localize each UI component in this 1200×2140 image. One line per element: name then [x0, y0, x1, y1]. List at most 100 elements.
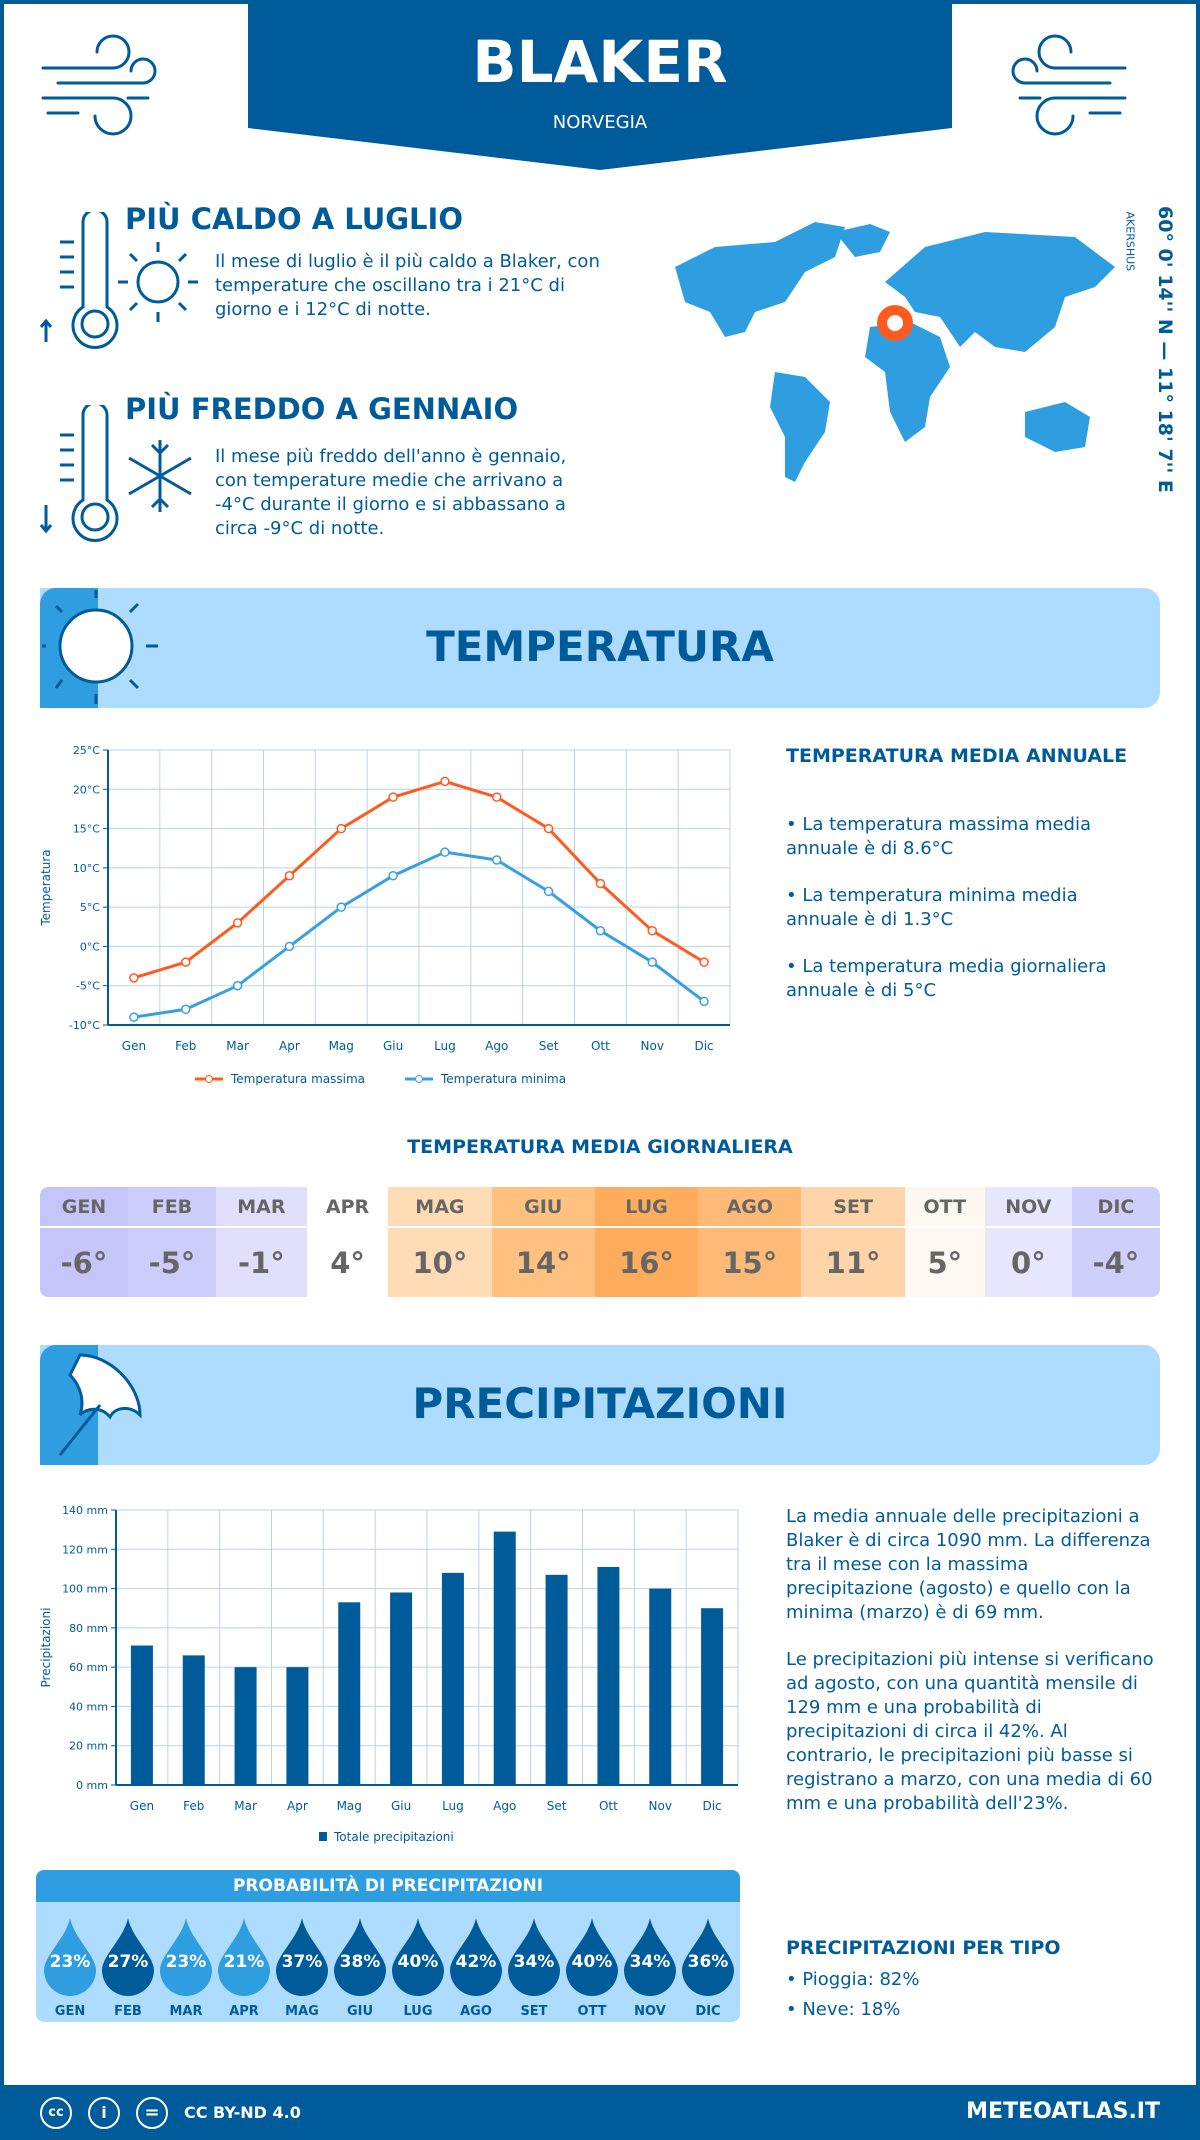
data-point — [129, 1012, 139, 1022]
y-tick-label: 10°C — [73, 862, 100, 875]
data-point — [440, 776, 450, 787]
license-label: CC BY-ND 4.0 — [184, 2103, 301, 2122]
brand-link[interactable]: METEOATLAS.IT — [966, 2099, 1160, 2124]
data-point — [336, 902, 346, 912]
data-point — [492, 855, 502, 865]
bar — [649, 1588, 672, 1785]
bar — [390, 1592, 413, 1785]
drop-month: NOV — [634, 2004, 666, 2019]
x-tick-label: Ott — [591, 1039, 610, 1053]
x-tick-label: Feb — [183, 1799, 204, 1813]
precip-paragraph-2: Le precipitazioni più intense si verific… — [786, 1649, 1154, 1814]
thermometer-cold-icon — [39, 405, 192, 542]
precip-probability-drop: 34% SET — [508, 1918, 560, 2019]
precip-probability-title: PROBABILITÀ DI PRECIPITAZIONI — [36, 1870, 740, 1902]
y-tick-label: 0°C — [80, 940, 100, 953]
x-tick-label: Mag — [329, 1039, 354, 1053]
temperature-banner: TEMPERATURA — [40, 588, 1160, 708]
world-map — [675, 222, 1115, 482]
data-point — [647, 925, 657, 936]
drop-percent: 40% — [397, 1952, 439, 1972]
y-tick-label: -5°C — [76, 980, 100, 993]
raindrop-icon — [160, 1918, 212, 1996]
attribution-icon: i — [88, 2097, 120, 2129]
x-tick-label: Feb — [175, 1039, 196, 1053]
raindrop-icon — [218, 1918, 270, 1996]
x-tick-label: Gen — [122, 1039, 146, 1053]
bar — [701, 1608, 724, 1785]
daily-month: MAR — [215, 1187, 307, 1228]
precipitation-title: PRECIPITAZIONI — [412, 1379, 788, 1428]
bar — [441, 1572, 464, 1785]
bar — [597, 1566, 620, 1785]
data-point — [647, 957, 657, 967]
x-tick-label: Mag — [337, 1799, 362, 1813]
precip-probability-drop: 38% GIU — [334, 1918, 386, 2019]
daily-value: 16° — [594, 1227, 699, 1297]
drop-percent: 37% — [281, 1952, 323, 1972]
data-point — [388, 792, 398, 802]
raindrop-icon — [276, 1918, 328, 1996]
precip-probability-drop: 21% APR — [218, 1918, 270, 2019]
x-tick-label: Gen — [130, 1799, 154, 1813]
drop-percent: 42% — [455, 1952, 497, 1972]
data-point — [595, 925, 606, 936]
data-point — [284, 941, 295, 952]
daily-month: OTT — [904, 1187, 985, 1228]
data-point — [388, 870, 398, 881]
bar — [338, 1602, 361, 1785]
drop-month: MAG — [285, 2004, 319, 2019]
x-tick-label: Ago — [485, 1039, 508, 1053]
annual-temp-bullet: • La temperatura minima media annuale è … — [786, 885, 1078, 930]
x-tick-label: Nov — [641, 1039, 664, 1053]
annual-temp-bullet: • La temperatura media giornaliera annua… — [786, 956, 1107, 1001]
sun-icon — [42, 590, 158, 704]
header-banner — [248, 0, 952, 170]
daily-month: MAG — [388, 1187, 492, 1228]
daily-value: 4° — [306, 1227, 389, 1297]
data-point — [699, 996, 709, 1007]
annual-temp-title: TEMPERATURA MEDIA ANNUALE — [786, 745, 1128, 767]
raindrop-icon — [508, 1918, 560, 1996]
precipitation-banner: PRECIPITAZIONI — [40, 1345, 1160, 1465]
y-tick-label: 120 mm — [62, 1543, 108, 1556]
city-title: BLAKER — [472, 28, 728, 96]
drop-percent: 23% — [49, 1952, 91, 1972]
data-point — [595, 878, 606, 889]
data-point — [336, 823, 346, 834]
x-tick-label: Giu — [391, 1799, 411, 1813]
x-tick-label: Mar — [234, 1799, 257, 1813]
legend-marker — [415, 1075, 423, 1083]
bar — [493, 1531, 516, 1785]
bar — [182, 1655, 205, 1785]
legend-label: Temperatura massima — [230, 1072, 365, 1086]
daily-value: 10° — [388, 1227, 492, 1297]
region-label: AKERSHUS — [1123, 211, 1137, 272]
drop-month: FEB — [114, 2004, 142, 2019]
y-tick-label: 20 mm — [69, 1740, 108, 1753]
bar — [286, 1667, 309, 1785]
precip-probability-drop: 40% OTT — [566, 1918, 618, 2019]
daily-month: APR — [306, 1187, 389, 1228]
raindrop-icon — [450, 1918, 502, 1996]
precip-type-rain: • Pioggia: 82% — [786, 1969, 920, 1990]
x-tick-label: Set — [547, 1799, 567, 1813]
drop-percent: 34% — [629, 1952, 671, 1972]
raindrop-icon — [566, 1918, 618, 1996]
x-tick-label: Lug — [442, 1799, 464, 1813]
daily-month: AGO — [698, 1187, 802, 1228]
warmest-text: Il mese di luglio è il più caldo a Blake… — [215, 251, 600, 320]
x-tick-label: Ago — [493, 1799, 516, 1813]
data-point — [232, 918, 243, 928]
drop-month: GEN — [54, 2004, 86, 2019]
x-tick-label: Ott — [599, 1799, 618, 1813]
drop-month: LUG — [403, 2004, 433, 2019]
data-point — [181, 1004, 191, 1015]
precip-probability-drop: 27% FEB — [102, 1918, 154, 2019]
data-point — [232, 980, 243, 991]
precip-type-title: PRECIPITAZIONI PER TIPO — [786, 1937, 1061, 1959]
daily-value: -6° — [40, 1227, 128, 1297]
legend-marker — [205, 1075, 213, 1083]
data-point — [440, 847, 450, 857]
daily-value: 15° — [698, 1227, 802, 1297]
